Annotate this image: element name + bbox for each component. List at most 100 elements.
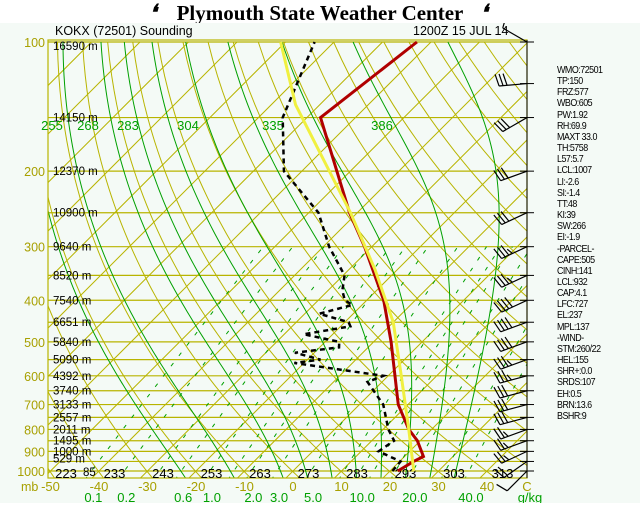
wind-barb-flag	[500, 167, 509, 179]
index-item: KI:39	[557, 209, 576, 222]
mixing-ratio-line	[118, 246, 294, 478]
height-label: 3133 m	[53, 400, 91, 412]
wind-barb-flag	[493, 340, 502, 352]
isotherm	[236, 187, 527, 478]
height-label: 12370 m	[53, 166, 98, 178]
mixing-ratio-line	[271, 246, 429, 478]
height-label: 8520 m	[53, 270, 91, 282]
wind-barb-flag	[496, 212, 506, 224]
index-item: SI:-1.4	[557, 186, 580, 199]
mixing-ratio-label: 3.0	[270, 490, 288, 503]
height-label: 3740 m	[53, 386, 91, 398]
mixing-ratio-line	[228, 246, 391, 478]
height-label: 7540 m	[53, 295, 91, 307]
index-item: LI:-2.6	[557, 175, 579, 188]
moist-adiabat	[447, 41, 500, 478]
dry-adiabat	[232, 41, 527, 432]
height-label: 5090 m	[53, 355, 91, 367]
wind-barb-flag	[506, 360, 513, 366]
isotherm	[0, 42, 43, 482]
wind-barb-flag	[493, 302, 503, 313]
theta-label: 233	[104, 466, 126, 481]
skewt-svg: KOKX (72501) Sounding 1200Z 15 JUL 14 10…	[0, 15, 542, 505]
index-item: L57:5.7	[557, 153, 584, 166]
pressure-unit-label: mb	[21, 480, 38, 494]
wind-barb-flag	[494, 74, 500, 87]
wind-barbs	[493, 15, 534, 492]
wind-barb-flag	[493, 122, 504, 132]
moist-adiabat	[151, 41, 333, 478]
wind-barb-staff	[499, 82, 528, 87]
wind-barb-flag	[501, 384, 509, 397]
wind-barb-staff	[502, 27, 528, 43]
mixing-ratio-line	[85, 246, 264, 478]
index-item: TT:48	[557, 197, 577, 210]
height-label: 1000 m	[53, 446, 91, 458]
wind-barb-flag	[500, 273, 510, 285]
isotherm	[188, 139, 527, 478]
moist-adiabat	[62, 41, 235, 478]
temperature-label: -20	[187, 479, 206, 494]
wind-barb-flag	[497, 339, 505, 351]
isotherm	[48, 41, 335, 329]
index-item: -WIND-	[557, 331, 584, 344]
wind-barb-flag	[496, 246, 506, 258]
isotherm	[48, 41, 480, 475]
wind-barb-flag	[497, 385, 505, 398]
dry-adiabat	[257, 41, 527, 398]
wind-barb-flag	[502, 73, 508, 86]
wind-barb-flag	[493, 248, 503, 259]
dry-adiabat	[48, 304, 154, 478]
index-item: SW:266	[557, 220, 586, 233]
wind-barb-staff	[503, 460, 528, 478]
wind-barb-flag	[502, 442, 509, 448]
isotherm	[382, 333, 527, 478]
page-title: Plymouth State Weather Center	[176, 1, 464, 25]
index-item: WBO:605	[557, 97, 593, 110]
theta-label: 243	[152, 466, 174, 481]
wind-barb-staff	[499, 375, 528, 384]
wind-barb-flag	[497, 399, 505, 412]
wind-barb-staff	[499, 403, 528, 413]
theta-e-label: 386	[371, 118, 393, 133]
isotherm	[91, 42, 527, 478]
index-item: FRZ:577	[557, 86, 589, 99]
wind-barb-staff	[499, 390, 528, 399]
pressure-label: 200	[24, 165, 45, 179]
wind-barb-flag	[494, 468, 505, 478]
wind-barb-staff	[501, 299, 528, 313]
wind-barb-flag	[501, 369, 509, 382]
dry-adiabat	[107, 41, 350, 478]
wind-barb-flag	[493, 214, 503, 225]
pressure-label: 700	[24, 399, 45, 413]
theta-label: 313	[492, 466, 514, 481]
mixing-ratio-line	[390, 252, 527, 478]
wind-barb-flag	[493, 277, 503, 288]
index-item: MPL:137	[557, 320, 590, 333]
temperature-label: -10	[235, 479, 254, 494]
wind-barb-flag	[496, 451, 506, 462]
wind-barb-staff	[500, 321, 528, 333]
temperature-label: 20	[383, 479, 397, 494]
index-item: BSHR:9	[557, 409, 587, 422]
wind-barb-flag	[497, 466, 508, 476]
theta-e-label: 268	[77, 118, 99, 133]
wind-barb-flag	[496, 300, 506, 311]
index-item: STM:260/22	[557, 342, 601, 355]
index-item: EL:237	[557, 309, 583, 322]
wind-barb-flag	[497, 319, 505, 331]
index-item: PW:1.92	[557, 108, 588, 121]
height-label: 2557 m	[53, 412, 91, 424]
mixing-ratio-line	[339, 246, 487, 478]
mixing-ratio-line	[369, 246, 513, 478]
theta-label: 263	[249, 466, 271, 481]
wind-barb-staff	[501, 212, 528, 226]
skewt-chart: KOKX (72501) Sounding 1200Z 15 JUL 14 10…	[0, 15, 640, 505]
mixing-ratio-label: 0.6	[174, 490, 192, 503]
dry-adiabat	[132, 41, 399, 478]
indices-panel: WMO:72501 TP:150 FRZ:577 WBO:605 PW:1.92 RH:6…	[557, 64, 603, 422]
wind-barb-flag	[500, 118, 511, 128]
height-label: 6651 m	[53, 317, 91, 329]
wind-barb-flag	[493, 453, 503, 464]
wind-barb-staff	[501, 246, 528, 260]
